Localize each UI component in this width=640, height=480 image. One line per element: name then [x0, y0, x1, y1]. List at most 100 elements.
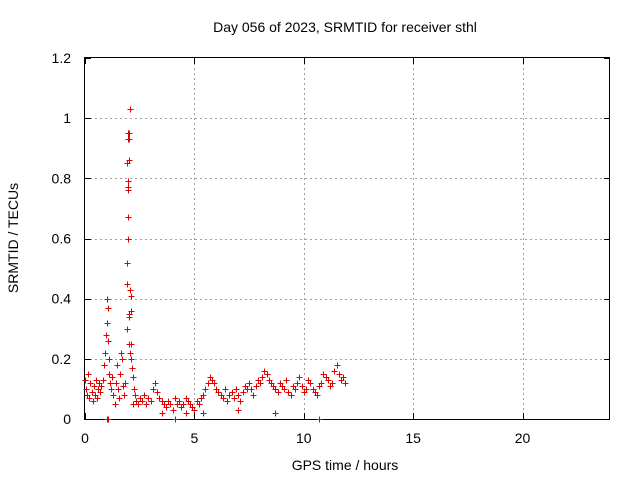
data-point [86, 395, 93, 402]
data-point [85, 371, 92, 378]
data-point [87, 380, 94, 387]
data-point [124, 160, 131, 167]
data-point [156, 395, 163, 402]
data-point [141, 392, 148, 399]
data-point [253, 383, 260, 390]
data-point [148, 398, 155, 405]
data-point [128, 356, 135, 363]
data-point [152, 380, 159, 387]
data-point [170, 407, 177, 414]
data-point [235, 392, 242, 399]
data-point [105, 338, 112, 345]
data-point [237, 398, 244, 405]
data-point [143, 401, 150, 408]
data-point [336, 371, 343, 378]
data-point [325, 377, 332, 384]
x-tick-label: 0 [81, 430, 89, 446]
data-point [275, 389, 282, 396]
data-point [105, 416, 112, 423]
data-point [257, 380, 264, 387]
data-point [93, 377, 100, 384]
data-point [172, 395, 179, 402]
data-point [299, 383, 306, 390]
data-point [104, 296, 111, 303]
data-point [320, 371, 327, 378]
x-tick-labels: 0 5 10 15 20 [81, 430, 530, 446]
y-tick-label: 1 [63, 110, 71, 126]
data-point [116, 395, 123, 402]
y-tick-label: 0.2 [52, 351, 72, 367]
data-point [115, 386, 122, 393]
y-tick-label: 1.2 [52, 50, 72, 66]
data-point [318, 380, 325, 387]
y-tick-label: 0.8 [52, 170, 72, 186]
data-point [222, 386, 229, 393]
data-point [126, 311, 133, 318]
data-point [294, 380, 301, 387]
data-point [105, 305, 112, 312]
data-point [119, 356, 126, 363]
data-point [163, 404, 170, 411]
data-point [125, 130, 132, 137]
data-point [117, 371, 124, 378]
data-point [127, 106, 134, 113]
data-point [303, 386, 310, 393]
data-point [145, 395, 152, 402]
data-point [108, 386, 115, 393]
y-axis-label: SRMTID / TECUs [5, 183, 21, 293]
axis-ticks [85, 58, 610, 420]
data-point [250, 392, 257, 399]
y-tick-labels: 0 0.2 0.4 0.6 0.8 1 1.2 [52, 50, 72, 427]
data-point [98, 383, 105, 390]
data-point [139, 398, 146, 405]
data-point [129, 365, 136, 372]
data-point [200, 410, 207, 417]
data-point [132, 392, 139, 399]
data-point [109, 374, 116, 381]
data-point [125, 214, 132, 221]
data-point [125, 236, 132, 243]
data-point [229, 389, 236, 396]
data-point [97, 389, 104, 396]
data-point [130, 401, 137, 408]
data-point [124, 281, 131, 288]
data-point [283, 377, 290, 384]
data-point [200, 392, 207, 399]
data-point [82, 377, 89, 384]
y-tick-label: 0 [63, 411, 71, 427]
data-points [82, 106, 349, 423]
data-point [331, 368, 338, 375]
data-point [94, 395, 101, 402]
data-point [261, 368, 268, 375]
data-point [125, 136, 132, 143]
data-point [340, 374, 347, 381]
data-point [104, 320, 111, 327]
x-tick-label: 15 [405, 430, 421, 446]
data-point [83, 386, 90, 393]
data-point [113, 380, 120, 387]
data-point [124, 260, 131, 267]
data-point [240, 389, 247, 396]
data-point [107, 380, 114, 387]
data-point [124, 326, 131, 333]
data-point [285, 389, 292, 396]
data-point [159, 410, 166, 417]
plot-frame [84, 57, 610, 420]
data-point [122, 380, 129, 387]
data-point [102, 350, 109, 357]
data-point [233, 386, 240, 393]
data-point [205, 380, 212, 387]
data-point [235, 407, 242, 414]
data-point [226, 392, 233, 399]
data-point [121, 392, 128, 399]
data-point [224, 398, 231, 405]
x-tick-label: 20 [515, 430, 531, 446]
data-point [110, 392, 117, 399]
y-tick-label: 0.6 [52, 231, 72, 247]
data-point [167, 401, 174, 408]
data-point [316, 416, 323, 423]
data-point [150, 386, 157, 393]
data-point [211, 380, 218, 387]
data-point [272, 410, 279, 417]
data-point [131, 386, 138, 393]
